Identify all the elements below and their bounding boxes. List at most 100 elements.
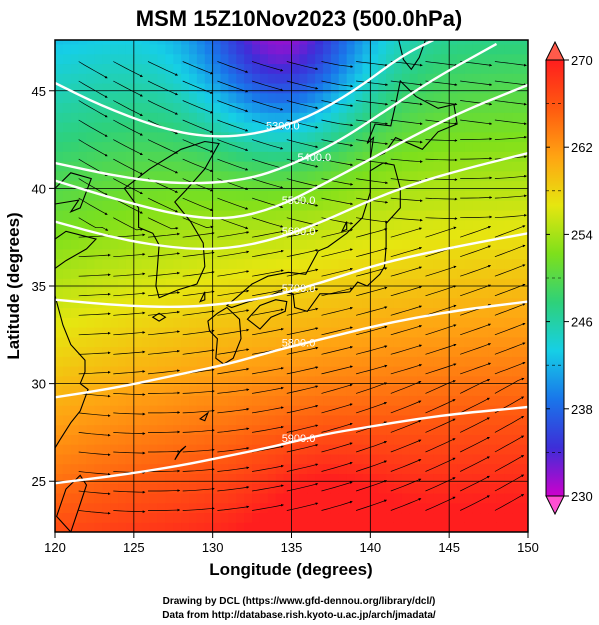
field-cell bbox=[86, 287, 96, 299]
field-cell bbox=[401, 287, 411, 299]
field-cell bbox=[362, 112, 371, 123]
field-cell bbox=[417, 268, 427, 279]
streamline bbox=[217, 139, 249, 151]
field-cell bbox=[433, 444, 442, 455]
field-cell bbox=[157, 287, 166, 299]
field-cell bbox=[236, 170, 245, 182]
field-cell bbox=[236, 239, 245, 250]
streamline bbox=[182, 251, 215, 258]
field-cell bbox=[393, 73, 403, 84]
field-cell bbox=[464, 73, 474, 84]
field-cell bbox=[441, 453, 450, 465]
field-cell bbox=[512, 463, 521, 475]
field-cell bbox=[62, 405, 72, 416]
field-cell bbox=[409, 112, 419, 123]
field-cell bbox=[157, 209, 166, 221]
field-cell bbox=[165, 219, 174, 230]
field-cell bbox=[149, 248, 159, 260]
field-cell bbox=[236, 366, 245, 377]
field-cell bbox=[141, 522, 151, 532]
field-cell bbox=[252, 492, 261, 504]
field-cell bbox=[323, 346, 332, 357]
field-cell bbox=[149, 356, 159, 367]
field-cell bbox=[472, 327, 482, 338]
field-cell bbox=[496, 209, 505, 221]
field-cell bbox=[291, 170, 300, 182]
field-cell bbox=[236, 278, 245, 289]
field-cell bbox=[181, 444, 190, 455]
streamline bbox=[390, 344, 423, 355]
field-cell bbox=[354, 444, 364, 455]
field-cell bbox=[204, 40, 214, 45]
field-cell bbox=[449, 327, 458, 338]
streamline bbox=[217, 367, 250, 375]
field-cell bbox=[62, 414, 72, 426]
field-cell bbox=[488, 453, 498, 465]
field-cell bbox=[236, 473, 245, 484]
field-cell bbox=[189, 444, 198, 455]
field-cell bbox=[94, 512, 103, 523]
field-cell bbox=[393, 161, 403, 172]
field-cell bbox=[362, 63, 371, 74]
field-cell bbox=[228, 463, 237, 475]
field-cell bbox=[504, 307, 513, 318]
field-cell bbox=[94, 492, 103, 504]
field-cell bbox=[386, 141, 395, 152]
field-cell bbox=[512, 63, 521, 74]
field-cell bbox=[425, 73, 434, 84]
field-cell bbox=[307, 375, 316, 387]
streamline bbox=[251, 100, 284, 111]
field-cell bbox=[307, 170, 316, 182]
streamline bbox=[147, 252, 180, 258]
streamline bbox=[321, 365, 353, 375]
field-cell bbox=[496, 239, 505, 250]
field-cell bbox=[118, 229, 127, 240]
field-cell bbox=[55, 512, 64, 523]
streamline bbox=[321, 500, 353, 511]
field-cell bbox=[212, 122, 222, 133]
streamline bbox=[217, 250, 250, 258]
field-cell bbox=[464, 385, 474, 396]
field-cell bbox=[291, 502, 300, 514]
field-cell bbox=[520, 248, 528, 260]
field-cell bbox=[70, 141, 80, 152]
field-cell bbox=[141, 405, 151, 416]
field-cell bbox=[425, 92, 434, 104]
streamline bbox=[113, 158, 143, 175]
streamline bbox=[355, 499, 388, 511]
field-cell bbox=[307, 190, 316, 201]
field-cell bbox=[315, 268, 324, 279]
field-cell bbox=[480, 40, 490, 45]
field-cell bbox=[433, 229, 442, 240]
field-cell bbox=[472, 287, 482, 299]
field-cell bbox=[78, 180, 88, 191]
streamline bbox=[321, 119, 354, 127]
field-cell bbox=[55, 336, 64, 348]
field-cell bbox=[157, 424, 166, 435]
field-cell bbox=[393, 170, 403, 182]
field-cell bbox=[86, 248, 96, 260]
field-cell bbox=[464, 131, 474, 143]
field-cell bbox=[149, 492, 159, 504]
field-cell bbox=[236, 43, 245, 55]
field-cell bbox=[165, 278, 174, 289]
field-cell bbox=[141, 463, 151, 475]
field-cell bbox=[393, 268, 403, 279]
field-cell bbox=[488, 278, 498, 289]
field-cell bbox=[417, 229, 427, 240]
field-cell bbox=[520, 287, 528, 299]
field-cell bbox=[512, 287, 521, 299]
field-cell bbox=[354, 375, 364, 387]
field-cell bbox=[441, 112, 450, 123]
field-cell bbox=[409, 278, 419, 289]
field-cell bbox=[189, 375, 198, 387]
field-cell bbox=[504, 92, 513, 104]
field-cell bbox=[133, 346, 143, 357]
field-cell bbox=[125, 444, 135, 455]
field-cell bbox=[330, 200, 340, 211]
field-cell bbox=[307, 82, 316, 94]
field-cell bbox=[307, 141, 316, 152]
field-cell bbox=[307, 112, 316, 123]
field-cell bbox=[480, 170, 490, 182]
field-cell bbox=[441, 502, 450, 514]
